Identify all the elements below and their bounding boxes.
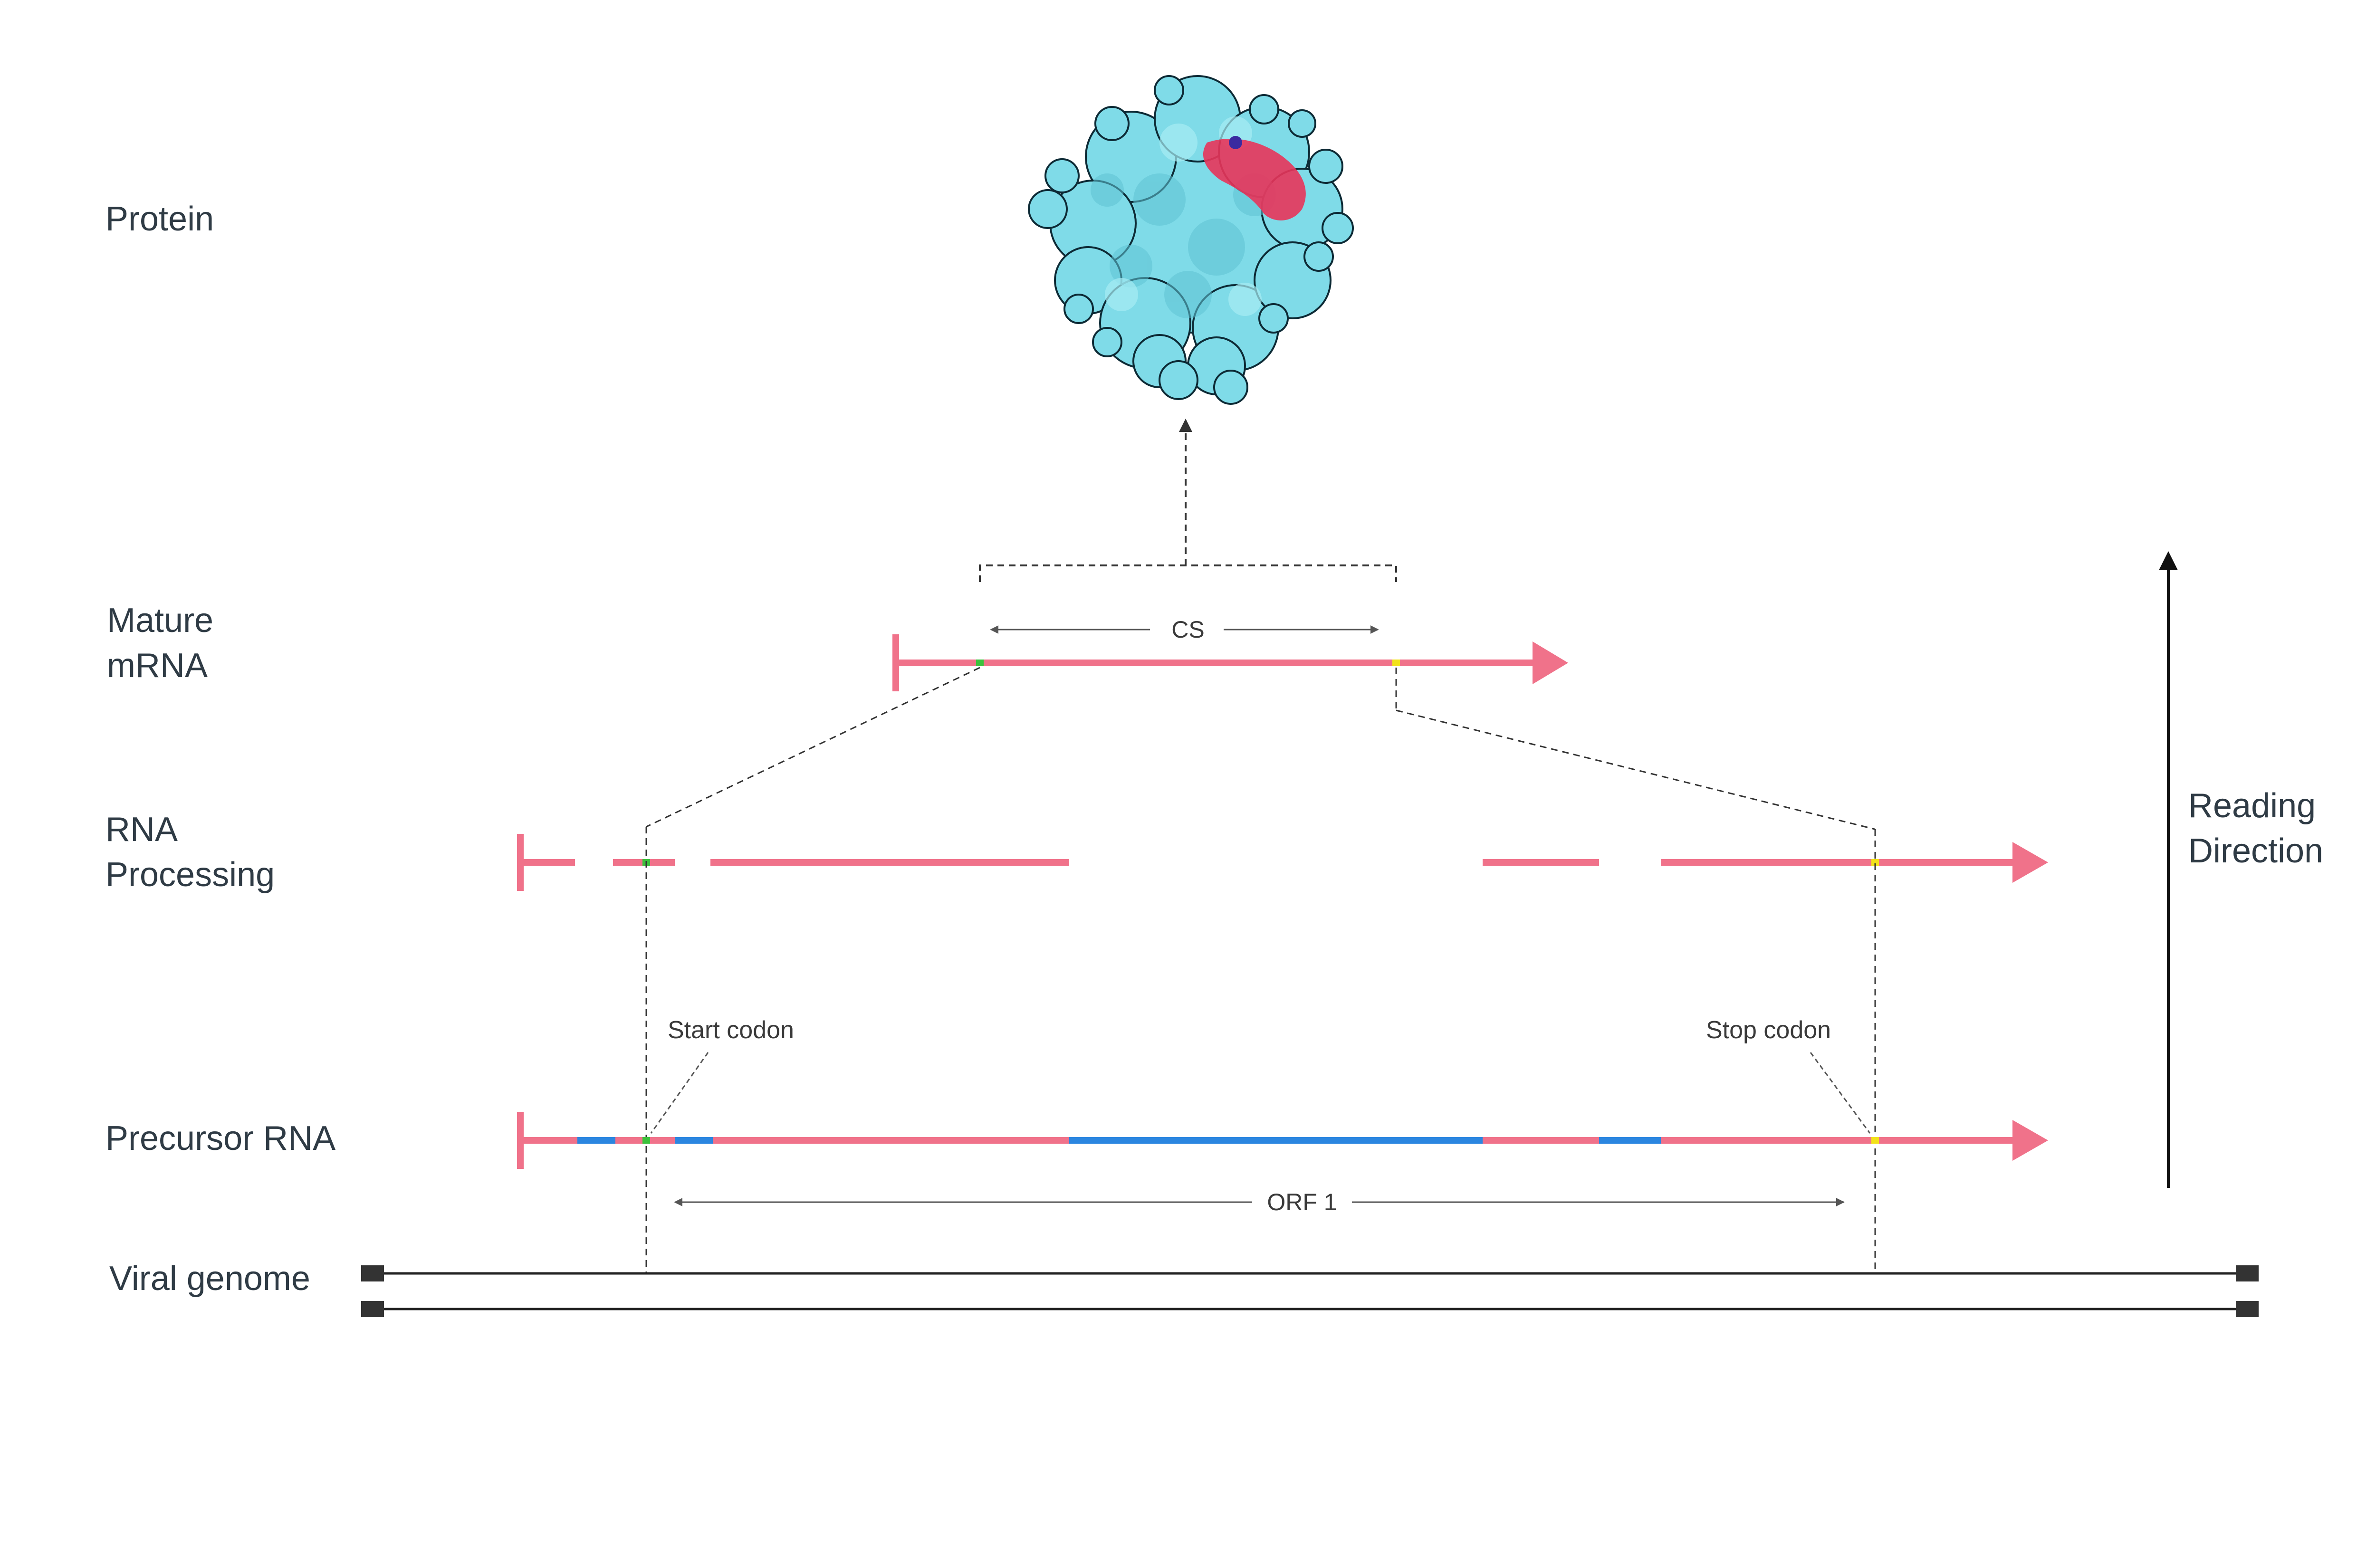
row-label-viral-genome: Viral genome: [109, 1260, 310, 1298]
processing-stop-marker: [1871, 859, 1879, 866]
start-codon-pointer: [650, 1052, 709, 1134]
cs-bracket: [979, 564, 1397, 582]
row-label-mature-mrna-line2: mRNA: [107, 647, 208, 685]
projection-stop-diagonal: [1396, 709, 1875, 830]
stop-codon-label: Stop codon: [1706, 1016, 1831, 1044]
mature-mrna-strand: [892, 634, 1568, 691]
row-label-rna-processing-line1: RNA: [105, 811, 178, 849]
cs-span: CS: [990, 616, 1379, 643]
cs-label: CS: [1171, 616, 1204, 643]
precursor-rna-strand: [517, 1112, 2048, 1169]
start-codon-label: Start codon: [668, 1016, 794, 1044]
row-label-rna-processing-line2: Processing: [105, 856, 275, 894]
rna-processing-strand: [517, 834, 2048, 891]
protein-structure-icon: [1028, 75, 1354, 405]
arrow-up-icon: [2159, 551, 2178, 1188]
reading-direction-line2: Direction: [2188, 832, 2323, 870]
precursor-stop-marker: [1871, 1137, 1879, 1144]
row-label-protein: Protein: [105, 200, 214, 238]
stop-codon-pointer: [1810, 1052, 1871, 1134]
row-label-mature-mrna-line1: Mature: [107, 602, 213, 640]
viral-genome-double-strand: [361, 1265, 2259, 1317]
mature-stop-marker: [1392, 660, 1400, 666]
row-label-precursor-rna: Precursor RNA: [105, 1119, 335, 1157]
mature-start-marker: [976, 660, 984, 666]
precursor-start-marker: [642, 1137, 650, 1144]
orf-span: ORF 1: [674, 1189, 1845, 1215]
reading-direction-line1: Reading: [2188, 787, 2316, 825]
orf-label: ORF 1: [1267, 1189, 1337, 1215]
projection-start-upper: [646, 667, 980, 828]
